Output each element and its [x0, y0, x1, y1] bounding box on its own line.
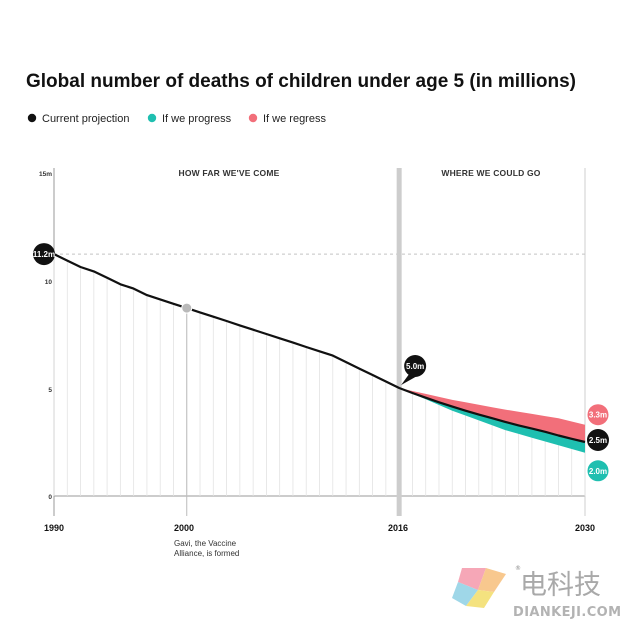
- chart-title: Global number of deaths of children unde…: [26, 71, 576, 92]
- watermark: ® 电科技 DIANKEJI.COM: [452, 565, 621, 620]
- badge-2-5m-circle: [587, 429, 609, 451]
- badge-11-2m-label: 11.2m: [33, 250, 55, 259]
- band-if-we-progress: [399, 388, 585, 453]
- badge-2-5m-label: 2.5m: [589, 436, 607, 445]
- badge-2-0m-circle: [587, 460, 609, 482]
- watermark-domain: DIANKEJI.COM: [513, 605, 621, 620]
- watermark-brand: 电科技: [520, 570, 601, 601]
- badge-5-0m: 5.0m: [404, 355, 427, 377]
- section-label-future: WHERE WE COULD GO: [441, 168, 540, 178]
- badge-3-3m-label: 3.3m: [589, 411, 607, 420]
- badge-11-2m-circle: [33, 243, 55, 266]
- plot-area: 11.2m 5.0m 3.3m 2.5m 2.0m: [33, 168, 609, 516]
- badge-5-0m-label: 5.0m: [406, 362, 424, 371]
- series-line-current-projection: [53, 253, 586, 444]
- vertical-fill-lines: [53, 254, 586, 496]
- watermark-registered-mark: ®: [515, 565, 521, 572]
- badge-5-0m-circle: [404, 355, 427, 377]
- annotation-line-2: Alliance, is formed: [174, 549, 239, 558]
- legend-label-regress: If we regress: [263, 113, 326, 125]
- logo-shard-blue: [452, 582, 478, 606]
- x-tick-2000: 2000: [174, 523, 194, 533]
- y-tick-10: 10: [45, 279, 53, 286]
- watermark-logo: [452, 568, 506, 608]
- legend-dot-progress: [147, 113, 157, 123]
- annotation-line-1: Gavi, the Vaccine: [174, 539, 237, 548]
- y-tick-5: 5: [48, 387, 52, 394]
- marker-point-2000: [181, 302, 193, 314]
- x-tick-2016: 2016: [388, 523, 408, 533]
- badge-3-3m-circle: [587, 404, 609, 426]
- legend-dot-regress: [248, 113, 258, 123]
- legend-dot-current: [27, 113, 37, 123]
- badge-2-0m: 2.0m: [587, 460, 609, 482]
- x-tick-2030: 2030: [575, 523, 595, 533]
- band-if-we-regress: [399, 388, 585, 442]
- y-tick-15: 15m: [39, 171, 52, 178]
- legend-label-progress: If we progress: [162, 113, 232, 125]
- x-tick-1990: 1990: [44, 523, 64, 533]
- badge-2-0m-label: 2.0m: [589, 467, 607, 476]
- logo-shard-yellow: [466, 590, 494, 608]
- logo-shard-pink: [458, 568, 486, 590]
- logo-shard-orange: [478, 568, 506, 592]
- section-label-past: HOW FAR WE'VE COME: [178, 168, 279, 178]
- badge-11-2m: 11.2m: [33, 243, 55, 266]
- legend-label-current: Current projection: [42, 113, 129, 125]
- y-tick-0: 0: [48, 494, 52, 501]
- badge-2-5m: 2.5m: [587, 429, 609, 451]
- badge-3-3m: 3.3m: [587, 404, 609, 426]
